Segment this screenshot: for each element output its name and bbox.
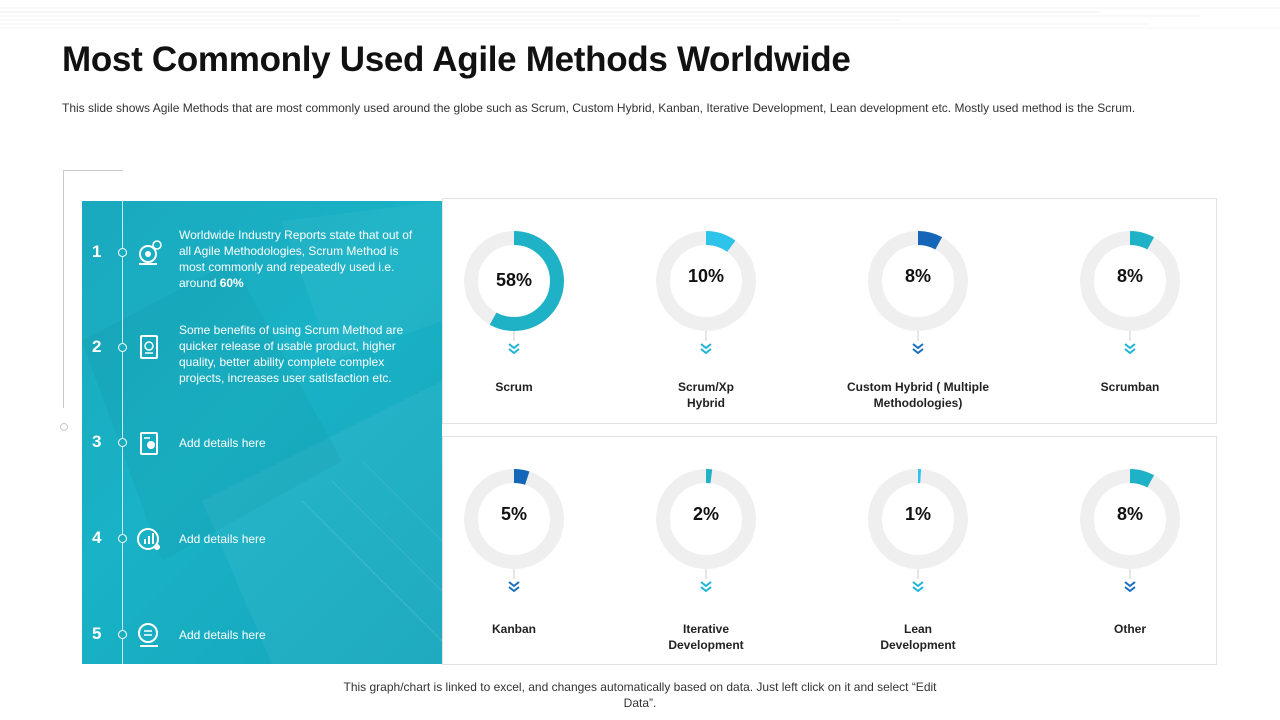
step-dot [118,438,127,447]
donut-ring [868,469,968,569]
donut-category-label-line: Methodologies) [873,396,963,410]
step-text: Add details here [179,435,427,451]
donut-percentage: 5% [500,504,527,524]
donut-value-arc [868,231,968,331]
page-title: Most Commonly Used Agile Methods Worldwi… [62,40,851,79]
donut-category-label-line: Development [668,638,744,652]
donut-category-label-line: Custom Hybrid ( Multiple [847,380,989,394]
donut-category-label-line: Development [880,638,956,652]
step-number: 1 [92,242,102,261]
chevron-down-icon [1124,331,1136,355]
donut-percentage: 10% [687,266,725,286]
donut-row-top [442,198,1217,424]
donut-chart-4[interactable]: 8% Scrumban [1048,229,1208,419]
donut-ring [1080,469,1180,569]
donut-category-label: Kanban [432,621,596,637]
donut-category-label-line: Kanban [491,622,536,636]
step-number: 4 [92,528,102,547]
step-text-main: Worldwide Industry Reports state that ou… [179,228,413,290]
step-dot [118,343,127,352]
step-dot [118,534,127,543]
donut-category-label: Lean Development [836,621,1000,653]
donut-percentage: 58% [495,270,533,290]
chevron-down-icon [912,331,924,355]
step-text-main: Add details here [179,532,266,546]
donut-chart-6[interactable]: 2% Iterative Development [624,467,784,657]
donut-category-label: Other [1048,621,1212,637]
donut-category-label: Scrum [432,379,596,395]
step-number: 3 [92,432,102,451]
donut-chart-2[interactable]: 10% Scrum/Xp Hybrid [624,229,784,419]
page-subtitle: This slide shows Agile Methods that are … [62,101,1136,115]
donut-chart-3[interactable]: 8% Custom Hybrid ( Multiple Methodologies) [836,229,996,419]
step-text-highlight: 60% [219,276,244,290]
donut-value-arc [656,469,756,569]
chevron-down-icon [508,331,520,355]
donut-ring [656,469,756,569]
donut-ring [868,231,968,331]
timeline-bracket-dot [60,423,68,431]
donut-value-arc [656,231,756,331]
donut-percentage: 8% [1116,266,1143,286]
step-dot [118,630,127,639]
step-text-main: Some benefits of using Scrum Method are … [179,323,404,385]
donut-value-arc [1080,231,1180,331]
panel-texture [202,201,442,664]
header-decoration [0,7,1280,29]
step-dot [118,248,127,257]
donut-category-label-line: Scrum [495,380,533,394]
donut-ring [1080,231,1180,331]
donut-category-label-line: Other [1113,622,1146,636]
donut-category-label: Scrumban [1048,379,1212,395]
step-text-main: Add details here [179,628,266,642]
report-gear-icon [138,623,158,647]
donut-ring [464,231,564,331]
donut-category-label-line: Hybrid [686,396,725,410]
donut-category-label: Iterative Development [624,621,788,653]
timeline-line [122,201,123,664]
donut-row-bottom [442,436,1217,665]
footer-note: This graph/chart is linked to excel, and… [343,680,937,710]
step-text-main: Add details here [179,436,266,450]
donut-chart-8[interactable]: 8% Other [1048,467,1208,657]
donut-value-arc [1080,469,1180,569]
donut-ring [464,469,564,569]
document-badge-icon [140,335,158,359]
chart-gear-icon [137,528,160,550]
donut-category-label: Custom Hybrid ( Multiple Methodologies) [836,379,1000,411]
donut-category-label: Scrum/Xp Hybrid [624,379,788,411]
donut-category-label-line: Scrumban [1100,380,1160,394]
step-number: 2 [92,337,102,356]
chevron-down-icon [912,569,924,593]
donut-value-arc [464,231,564,331]
step-text: Some benefits of using Scrum Method are … [179,322,427,386]
timeline-bracket-horizontal [63,170,123,171]
chevron-down-icon [700,331,712,355]
donut-value-arc [464,469,564,569]
chevron-down-icon [700,569,712,593]
donut-category-label-line: Lean [903,622,932,636]
step-text: Add details here [179,531,427,547]
clipboard-gear-icon [140,432,158,455]
chevron-down-icon [508,569,520,593]
info-panel: 1 Worldwide Industry Reports state that o… [82,201,442,664]
donut-percentage: 8% [1116,504,1143,524]
donut-percentage: 1% [904,504,931,524]
donut-percentage: 2% [692,504,719,524]
target-gear-icon [139,240,162,265]
donut-chart-5[interactable]: 5% Kanban [432,467,592,657]
donut-category-label-line: Scrum/Xp [677,380,734,394]
chevron-down-icon [1124,569,1136,593]
step-text: Worldwide Industry Reports state that ou… [179,227,427,291]
donut-category-label-line: Iterative [682,622,730,636]
donut-percentage: 8% [904,266,931,286]
donut-chart-1[interactable]: 58% Scrum [432,229,592,419]
timeline-bracket-vertical [63,170,64,408]
step-number: 5 [92,624,102,643]
donut-value-arc [868,469,968,569]
step-text: Add details here [179,627,427,643]
donut-chart-7[interactable]: 1% Lean Development [836,467,996,657]
donut-ring [656,231,756,331]
